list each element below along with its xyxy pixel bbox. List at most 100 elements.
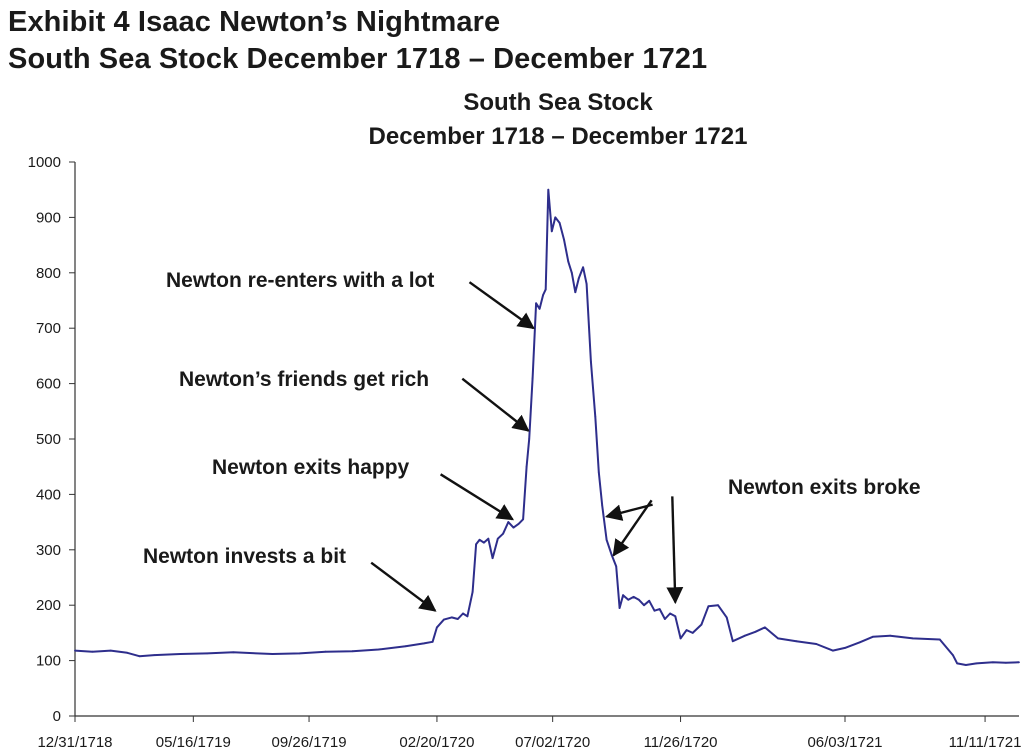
- annotation-label: Newton’s friends get rich: [179, 368, 429, 391]
- data-point: [577, 277, 580, 280]
- annotation-arrow: [612, 499, 653, 557]
- data-point: [512, 526, 515, 529]
- data-point: [466, 615, 469, 618]
- x-tick-label: 12/31/1718: [37, 734, 112, 751]
- data-point: [538, 307, 541, 310]
- data-point: [517, 522, 520, 525]
- annotation-label: Newton exits broke: [728, 476, 921, 499]
- y-tick-label: 800: [36, 265, 61, 282]
- data-point: [582, 266, 584, 269]
- annotation-arrow: [461, 377, 530, 432]
- data-point: [777, 637, 779, 640]
- data-point: [601, 504, 604, 507]
- data-point: [889, 634, 892, 637]
- y-tick-label: 400: [36, 486, 61, 503]
- data-point: [528, 438, 531, 440]
- data-point: [471, 591, 474, 593]
- data-point: [648, 599, 651, 602]
- data-point: [456, 618, 459, 620]
- x-tick-label: 11/26/1720: [644, 734, 718, 751]
- data-point: [563, 238, 565, 241]
- data-point: [815, 643, 818, 645]
- data-point: [691, 632, 694, 634]
- annotation-label: Newton exits happy: [212, 456, 410, 479]
- data-point: [351, 650, 354, 653]
- data-point: [462, 612, 464, 615]
- data-point: [232, 651, 235, 654]
- data-point: [550, 230, 553, 233]
- data-point: [436, 626, 438, 629]
- series-line: [74, 188, 1020, 666]
- data-point: [1005, 661, 1007, 664]
- data-point: [324, 650, 327, 653]
- data-point: [679, 637, 682, 640]
- data-point: [507, 521, 510, 523]
- annotation-arrow: [604, 503, 653, 521]
- y-tick-label: 0: [53, 708, 61, 725]
- exhibit-header: Exhibit 4 Isaac Newton’s Nightmare South…: [8, 4, 1008, 78]
- y-tick-label: 200: [36, 597, 61, 614]
- data-point: [594, 415, 597, 418]
- data-point: [956, 662, 959, 665]
- data-point: [475, 543, 477, 546]
- data-point: [585, 283, 588, 285]
- x-tick-label: 06/03/1721: [807, 734, 882, 751]
- data-point: [496, 537, 499, 540]
- data-point: [610, 554, 613, 557]
- data-point: [707, 605, 710, 608]
- data-point: [478, 538, 481, 541]
- data-point: [831, 649, 834, 652]
- data-point: [298, 652, 301, 655]
- y-tick-label: 700: [36, 320, 61, 337]
- data-point: [622, 594, 624, 597]
- data-point: [547, 188, 550, 191]
- data-point: [605, 538, 608, 541]
- data-point: [632, 596, 635, 598]
- data-point: [542, 294, 544, 296]
- data-point: [952, 654, 954, 656]
- data-point: [658, 608, 661, 610]
- data-point: [525, 465, 528, 468]
- data-point: [483, 541, 485, 544]
- data-point: [754, 630, 757, 633]
- data-point: [502, 532, 504, 535]
- data-point: [544, 288, 547, 291]
- data-point: [271, 653, 274, 655]
- data-point: [74, 649, 76, 652]
- data-point: [674, 615, 677, 618]
- x-tick-label: 02/20/1720: [399, 734, 474, 751]
- data-point: [404, 645, 407, 648]
- data-point: [531, 377, 534, 379]
- data-point: [858, 641, 861, 644]
- data-point: [685, 629, 688, 631]
- data-point: [574, 291, 577, 294]
- data-point: [91, 650, 94, 653]
- annotation-arrow: [468, 281, 535, 330]
- data-point: [618, 607, 621, 609]
- data-point: [992, 661, 994, 664]
- data-point: [615, 565, 618, 568]
- annotation-label: Newton re-enters with a lot: [166, 269, 434, 292]
- annotation-arrow: [666, 496, 684, 605]
- data-point: [731, 640, 734, 643]
- data-point: [844, 647, 846, 649]
- axes: 0 100 200 300 400 500 600 700 800 900 1000 12/31/17…: [28, 154, 1022, 751]
- exhibit-title: Exhibit 4 Isaac Newton’s Nightmare: [8, 6, 501, 38]
- data-point: [700, 623, 703, 626]
- annotations: Newton re-enters with a lot Newton’s frie…: [143, 269, 921, 612]
- data-point: [126, 651, 129, 654]
- data-point: [554, 216, 557, 219]
- data-point: [664, 618, 666, 620]
- data-point: [153, 654, 156, 656]
- data-point: [450, 616, 453, 619]
- data-point: [491, 557, 494, 559]
- annotation-arrow: [439, 473, 515, 521]
- data-point: [643, 604, 645, 607]
- data-point: [109, 649, 112, 652]
- data-point: [535, 302, 537, 305]
- y-tick-label: 600: [36, 376, 61, 393]
- data-point: [871, 635, 874, 638]
- y-tick-label: 100: [36, 653, 61, 670]
- data-point: [1018, 661, 1020, 664]
